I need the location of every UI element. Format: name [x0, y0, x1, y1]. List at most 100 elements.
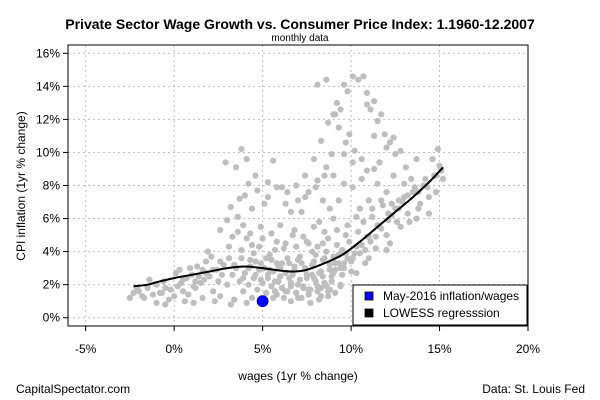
scatter-point [248, 205, 256, 212]
scatter-point [245, 281, 252, 288]
scatter-point [268, 230, 275, 237]
scatter-point [333, 99, 340, 106]
scatter-point [411, 184, 418, 191]
scatter-point [365, 255, 372, 262]
scatter-point [305, 189, 312, 196]
scatter-point [204, 248, 211, 255]
scatter-point [302, 194, 309, 201]
scatter-point [250, 250, 257, 257]
scatter-point [243, 235, 250, 242]
scatter-point [254, 286, 261, 293]
scatter-point [294, 197, 302, 204]
scatter-point [300, 284, 307, 292]
scatter-point [397, 223, 404, 230]
scatter-point [227, 203, 234, 211]
scatter-point [440, 175, 447, 182]
highlight-point-may-2016 [256, 295, 269, 308]
scatter-point [374, 117, 381, 125]
scatter-point [172, 270, 179, 277]
scatter-point [392, 151, 399, 158]
scatter-point [381, 131, 388, 138]
scatter-point [309, 271, 316, 278]
scatter-point [406, 218, 413, 225]
scatter-point [339, 271, 346, 278]
scatter-point [344, 88, 351, 95]
lowess-line-group [133, 166, 444, 288]
legend-box [352, 284, 528, 326]
scatter-point [358, 241, 365, 249]
scatter-point [270, 157, 277, 164]
scatter-point [360, 218, 367, 225]
scatter-point [383, 189, 390, 196]
scatter-point [130, 289, 137, 296]
scatter-point [395, 197, 402, 204]
legend-label-highlight: May-2016 inflation/wages [383, 289, 519, 303]
scatter-point [348, 268, 355, 275]
y-tick-label: 12% [36, 112, 60, 126]
scatter-point [340, 151, 348, 158]
scatter-point [328, 151, 335, 158]
scatter-point [264, 194, 271, 201]
scatter-point [273, 184, 280, 191]
scatter-point [417, 200, 424, 207]
scatter-point [314, 243, 321, 250]
scatter-point [279, 184, 286, 191]
scatter-point [312, 184, 319, 191]
scatter-point [273, 260, 280, 267]
scatter-point [236, 195, 243, 202]
scatter-point [149, 291, 156, 298]
scatter-point [333, 227, 340, 234]
scatter-point [240, 222, 247, 229]
scatter-point [181, 298, 188, 305]
scatter-point [192, 278, 199, 285]
scatter-point [238, 246, 245, 254]
scatter-point [167, 286, 174, 293]
scatter-point [291, 263, 298, 270]
x-tick-label: 20% [516, 342, 540, 356]
scatter-point [238, 146, 245, 153]
scatter-point [279, 260, 286, 267]
scatter-point [211, 298, 218, 305]
scatter-point [153, 299, 160, 306]
scatter-point [408, 175, 415, 182]
scatter-point [298, 208, 305, 215]
scatter-point [146, 276, 153, 283]
footer-source-site: CapitalSpectator.com [16, 382, 130, 396]
scatter-point [317, 137, 325, 144]
scatter-point [372, 233, 379, 240]
y-tick-label: 2% [43, 278, 61, 292]
y-tick-label: 16% [36, 46, 60, 60]
scatter-point [371, 132, 378, 139]
scatter-point [425, 210, 432, 217]
highlight-point-group [256, 295, 269, 308]
scatter-point [325, 119, 332, 126]
scatter-point [402, 164, 409, 171]
scatter-point [356, 205, 363, 212]
scatter-point [284, 189, 291, 196]
scatter-point [321, 172, 328, 179]
scatter-point [413, 156, 420, 163]
scatter-point [330, 172, 337, 179]
scatter-point [201, 276, 208, 283]
scatter-point [291, 227, 298, 234]
scatter-point [317, 293, 325, 300]
scatter-point [351, 147, 358, 154]
scatter-point [277, 222, 284, 229]
scatter-point [282, 200, 289, 207]
scatter-point [323, 164, 330, 171]
scatter-point [394, 218, 401, 225]
scatter-point [340, 180, 348, 187]
scatter-point [241, 192, 248, 199]
scatter-point [333, 241, 340, 249]
scatter-point [307, 299, 314, 306]
scatter-point [367, 106, 374, 113]
scatter-point [342, 232, 349, 239]
scatter-point [404, 192, 411, 199]
scatter-point [217, 227, 224, 234]
scatter-point [178, 279, 185, 287]
scatter-point [289, 271, 296, 278]
scatter-point [257, 276, 264, 283]
y-tick-label: 4% [43, 245, 61, 259]
scatter-point [141, 294, 148, 301]
scatter-point [346, 238, 353, 245]
